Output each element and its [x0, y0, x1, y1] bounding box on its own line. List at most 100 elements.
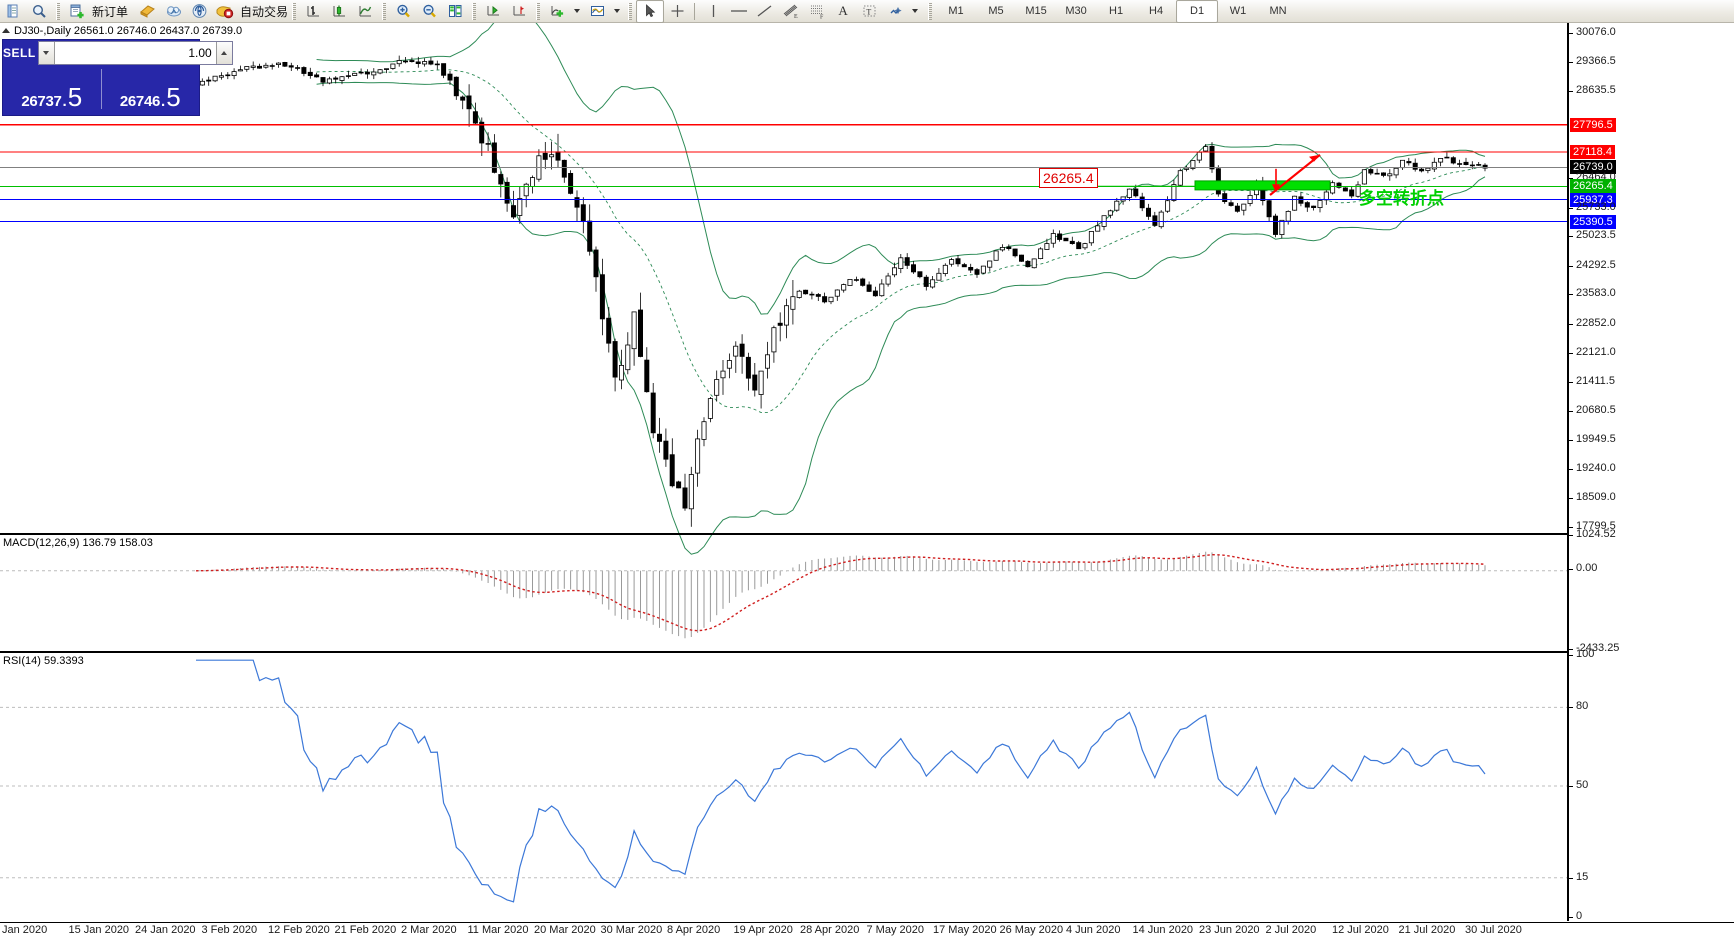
- timeframe-button-mn[interactable]: MN: [1269, 5, 1287, 17]
- octp-prices-row: 26737 . 5 26746 . 5: [3, 66, 199, 112]
- sell-price-fraction: 5: [67, 82, 83, 112]
- macd-axis-tick-0: 1024.52: [1569, 528, 1616, 540]
- price-axis-badge-27118.4[interactable]: 27118.4: [1570, 145, 1615, 159]
- symbol-ohlc-text: DJ30-,Daily 26561.0 26746.0 26437.0 2673…: [14, 25, 243, 37]
- timeframe-button-m15[interactable]: M15: [1025, 5, 1047, 17]
- time-axis-tick-3: 3 Feb 2020: [201, 924, 258, 936]
- price-axis-tick-label: 24292.5: [1576, 258, 1616, 271]
- price-axis-tick-label: 23583.0: [1576, 287, 1616, 300]
- chart-area[interactable]: DJ30-,Daily 26561.0 26746.0 26437.0 2673…: [0, 23, 1734, 944]
- search-data-icon[interactable]: [26, 1, 52, 22]
- price-axis-badge-25390.5[interactable]: 25390.5: [1570, 214, 1616, 229]
- signals-icon[interactable]: [186, 1, 212, 22]
- price-annotation-box[interactable]: 26265.4: [1039, 168, 1098, 188]
- toolbar-separator: [928, 2, 933, 20]
- candlestick-chart-icon[interactable]: [326, 1, 352, 22]
- time-axis-tick-4: 12 Feb 2020: [268, 924, 330, 936]
- expert-cloud-icon[interactable]: [160, 1, 186, 22]
- sell-button[interactable]: SELL: [3, 46, 36, 60]
- rsi-pane-separator: [0, 651, 1568, 653]
- toolbar-separator: [292, 2, 297, 20]
- one-click-trading-panel[interactable]: SELL BUY 26737 . 5 26746 . 5: [2, 39, 261, 116]
- price-axis-tick-label: 21411.5: [1576, 374, 1615, 387]
- tile-windows-icon[interactable]: [442, 1, 468, 22]
- sell-price[interactable]: 26737 . 5: [3, 66, 101, 112]
- rsi-axis-tick-label: 0: [1576, 910, 1583, 922]
- add-indicator-icon[interactable]: [544, 1, 570, 22]
- horizontal-line-icon[interactable]: [726, 1, 752, 22]
- price-axis-badge-26739.0[interactable]: 26739.0: [1570, 160, 1616, 175]
- volume-increment-button[interactable]: [215, 42, 232, 64]
- cursor-icon[interactable]: [636, 0, 665, 23]
- text-label-icon[interactable]: T: [856, 1, 882, 22]
- objects-list-icon[interactable]: [882, 1, 908, 22]
- volume-stepper[interactable]: [37, 41, 233, 65]
- time-axis-tick-11: 19 Apr 2020: [733, 924, 793, 936]
- sell-price-integer: 26737: [21, 93, 62, 110]
- buy-price[interactable]: 26746 . 5: [102, 66, 200, 112]
- time-axis-tick-9: 30 Mar 2020: [600, 924, 663, 936]
- timeframe-button-w1[interactable]: W1: [1229, 5, 1247, 17]
- macd-axis-tick-label: 1024.52: [1576, 528, 1616, 540]
- price-axis-badge-25937.3[interactable]: 25937.3: [1570, 192, 1616, 207]
- timeframe-button-m30[interactable]: M30: [1065, 5, 1087, 17]
- crosshair-icon[interactable]: [664, 1, 690, 22]
- time-axis-tick-10: 8 Apr 2020: [667, 924, 721, 936]
- vertical-line-icon[interactable]: [700, 1, 726, 22]
- autotrading-icon[interactable]: [212, 1, 238, 22]
- dropdown-caret-icon[interactable]: [912, 9, 919, 13]
- time-axis-tick-12: 28 Apr 2020: [800, 924, 860, 936]
- volume-decrement-button[interactable]: [38, 42, 55, 64]
- rsi-axis-tick-0: 0: [1569, 910, 1582, 922]
- timeframe-button-h4[interactable]: H4: [1149, 5, 1164, 17]
- dropdown-caret-icon[interactable]: [614, 9, 621, 13]
- dropdown-caret-icon[interactable]: [574, 9, 581, 13]
- buy-button[interactable]: BUY: [234, 46, 262, 60]
- new-order-label: 新订单: [92, 4, 129, 19]
- time-axis: Jan 2020 15 Jan 2020 24 Jan 2020 3 Feb 2020…: [0, 922, 1734, 944]
- metaeditor-icon[interactable]: [134, 1, 160, 22]
- bar-chart-icon[interactable]: [300, 1, 326, 22]
- svg-text:F: F: [820, 15, 824, 20]
- time-axis-tick-0: Jan 2020: [2, 924, 48, 936]
- timeframe-button-m5[interactable]: M5: [988, 5, 1004, 17]
- price-axis-tick-label: 17799.5: [1576, 520, 1616, 532]
- time-axis-tick-22: 30 Jul 2020: [1465, 924, 1522, 936]
- price-axis[interactable]: 30076.0 29366.5 28635.5 27796.5 27118.4 26739…: [1568, 23, 1734, 922]
- new-order-icon[interactable]: [64, 1, 90, 22]
- toolbar-separator: [536, 2, 541, 20]
- price-pane[interactable]: [0, 23, 1568, 921]
- fibonacci-retracement-icon[interactable]: F: [804, 1, 830, 22]
- text-icon[interactable]: A: [830, 1, 856, 22]
- price-axis-tick-22121.0: 22121.0: [1569, 346, 1616, 358]
- time-axis-tick-17: 14 Jun 2020: [1132, 924, 1194, 936]
- price-axis-badge-27796.5[interactable]: 27796.5: [1570, 117, 1616, 132]
- equidistant-channel-icon[interactable]: E: [778, 1, 804, 22]
- document-icon[interactable]: [0, 1, 26, 22]
- collapse-triangle-icon[interactable]: [2, 28, 10, 33]
- timeframe-button-m1[interactable]: M1: [948, 5, 964, 17]
- zoom-out-icon[interactable]: [416, 1, 442, 22]
- auto-scroll-icon[interactable]: [480, 1, 506, 22]
- price-axis-tick-20680.5: 20680.5: [1569, 404, 1616, 416]
- indicator-list-icon[interactable]: [584, 1, 610, 22]
- price-axis-tick-17799.5: 17799.5: [1569, 520, 1616, 532]
- volume-input[interactable]: [54, 42, 216, 64]
- text-icon-glyph: A: [838, 3, 848, 18]
- macd-pane[interactable]: [0, 535, 1568, 651]
- chart-shift-icon[interactable]: [506, 1, 532, 22]
- trendline-icon[interactable]: [752, 1, 778, 22]
- timeframe-button-h1[interactable]: H1: [1109, 5, 1124, 17]
- buy-price-dot: .: [161, 93, 166, 110]
- line-chart-icon[interactable]: [352, 1, 378, 22]
- price-axis-tick-label: 22121.0: [1576, 346, 1616, 359]
- macd-chart-canvas: [0, 551, 1567, 639]
- macd-pane-separator: [0, 533, 1568, 535]
- timeframe-button-d1[interactable]: D1: [1176, 0, 1219, 23]
- chinese-annotation-text[interactable]: 多空转折点: [1359, 189, 1444, 209]
- zoom-in-icon[interactable]: [390, 1, 416, 22]
- price-axis-badge-26265.4[interactable]: 26265.4: [1570, 179, 1616, 194]
- rsi-pane[interactable]: [0, 653, 1568, 921]
- toolbar-separator: [628, 2, 633, 20]
- rsi-axis-tick-15: 15: [1569, 871, 1588, 883]
